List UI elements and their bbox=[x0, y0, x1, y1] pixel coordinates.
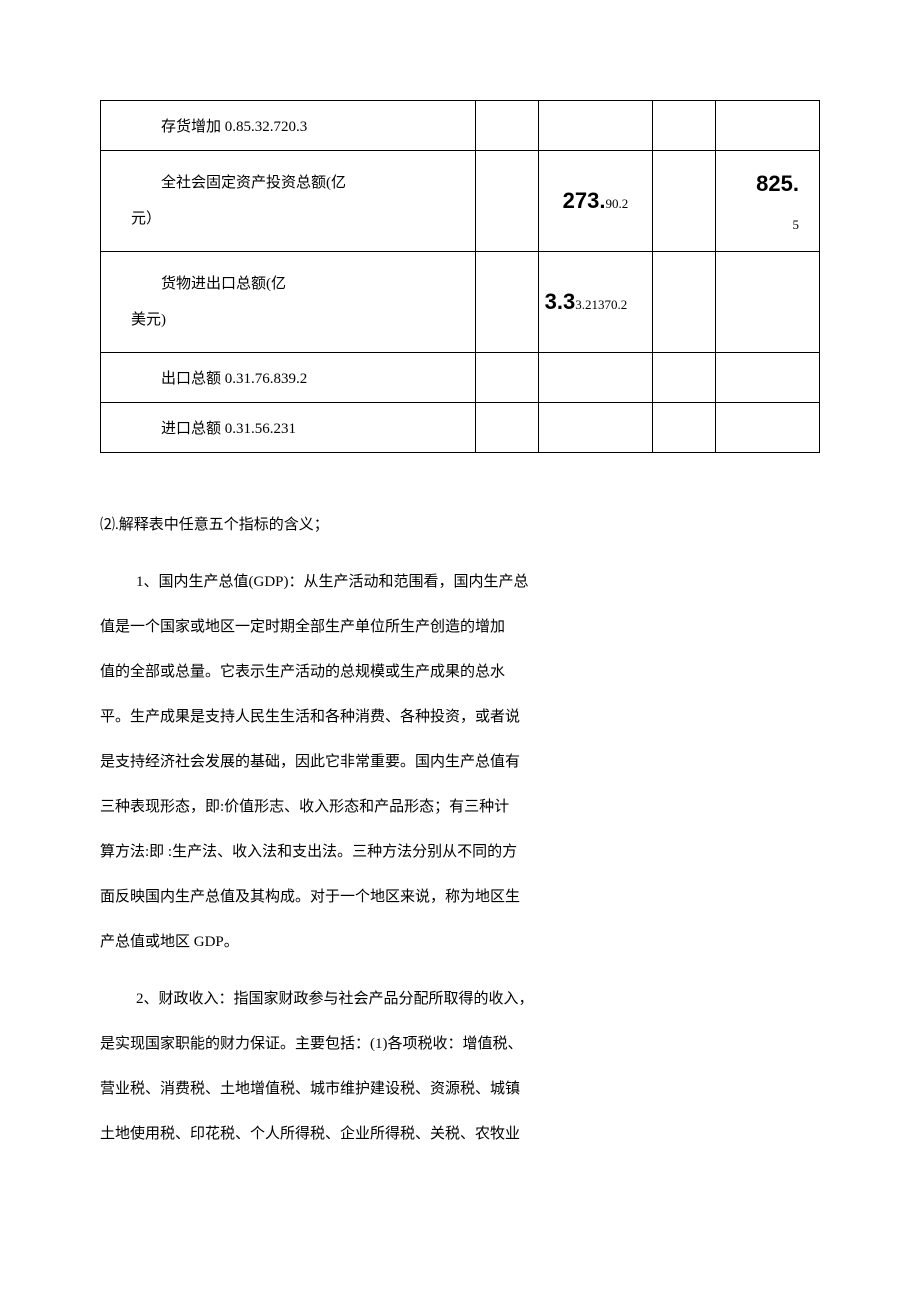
body-line: 面反映国内生产总值及其构成。对于一个地区来说，称为地区生 bbox=[100, 875, 820, 920]
table-row: 存货增加 0.85.32.720.3 bbox=[101, 101, 820, 151]
cell bbox=[476, 403, 539, 453]
cell bbox=[715, 353, 819, 403]
cell: 825. 5 bbox=[715, 151, 819, 252]
body-line: 产总值或地区 GDP。 bbox=[100, 920, 820, 965]
row-label: 货物进出口总额(亿 美元) bbox=[101, 252, 476, 353]
item-title: 2、财政收入：指国家财政参与社会产品分配所取得的收入， bbox=[100, 977, 820, 1022]
cell bbox=[715, 403, 819, 453]
body-line: 是支持经济社会发展的基础，因此它非常重要。国内生产总值有 bbox=[100, 740, 820, 785]
value-small: 5 bbox=[793, 217, 800, 232]
body-line: 平。生产成果是支持人民生生活和各种消费、各种投资，或者说 bbox=[100, 695, 820, 740]
cell bbox=[715, 252, 819, 353]
row-label: 进口总额 0.31.56.231 bbox=[101, 403, 476, 453]
table-row: 进口总额 0.31.56.231 bbox=[101, 403, 820, 453]
cell bbox=[476, 101, 539, 151]
body-line: 算方法:即 :生产法、收入法和支出法。三种方法分别从不同的方 bbox=[100, 830, 820, 875]
cell bbox=[715, 101, 819, 151]
cell bbox=[476, 353, 539, 403]
body-line: 三种表现形态，即:价值形志、收入形态和产品形态；有三种计 bbox=[100, 785, 820, 830]
table-row: 全社会固定资产投资总额(亿 元） 273.90.2 825. 5 bbox=[101, 151, 820, 252]
value-small: 3.21370.2 bbox=[575, 297, 627, 312]
body-text: ⑵.解释表中任意五个指标的含义； 1、国内生产总值(GDP)：从生产活动和范围看… bbox=[100, 503, 820, 1157]
value-big: 3.3 bbox=[545, 289, 576, 314]
cell bbox=[653, 151, 716, 252]
question-heading: ⑵.解释表中任意五个指标的含义； bbox=[100, 503, 820, 548]
label-line: 全社会固定资产投资总额(亿 bbox=[161, 175, 346, 191]
body-line: 土地使用税、印花税、个人所得税、企业所得税、关税、农牧业 bbox=[100, 1112, 820, 1157]
cell: 273.90.2 bbox=[538, 151, 653, 252]
item-title: 1、国内生产总值(GDP)：从生产活动和范围看，国内生产总 bbox=[100, 560, 820, 605]
cell bbox=[653, 403, 716, 453]
value-big: 273. bbox=[563, 188, 606, 213]
body-line: 是实现国家职能的财力保证。主要包括：(1)各项税收：增值税、 bbox=[100, 1022, 820, 1067]
label-line: 美元) bbox=[131, 312, 166, 328]
body-line: 值是一个国家或地区一定时期全部生产单位所生产创造的增加 bbox=[100, 605, 820, 650]
table-row: 货物进出口总额(亿 美元) 3.33.21370.2 bbox=[101, 252, 820, 353]
document-page: 存货增加 0.85.32.720.3 全社会固定资产投资总额(亿 元） 273.… bbox=[0, 0, 920, 1217]
body-line: 值的全部或总量。它表示生产活动的总规模或生产成果的总水 bbox=[100, 650, 820, 695]
cell bbox=[538, 353, 653, 403]
cell bbox=[476, 151, 539, 252]
cell bbox=[653, 101, 716, 151]
cell bbox=[476, 252, 539, 353]
cell bbox=[538, 403, 653, 453]
table-row: 出口总额 0.31.76.839.2 bbox=[101, 353, 820, 403]
value-small: 90.2 bbox=[605, 196, 628, 211]
row-label: 出口总额 0.31.76.839.2 bbox=[101, 353, 476, 403]
cell: 3.33.21370.2 bbox=[538, 252, 653, 353]
label-line: 货物进出口总额(亿 bbox=[161, 276, 286, 292]
label-line: 元） bbox=[131, 211, 161, 227]
cell bbox=[538, 101, 653, 151]
row-label: 存货增加 0.85.32.720.3 bbox=[101, 101, 476, 151]
value-big: 825. bbox=[756, 171, 799, 196]
cell bbox=[653, 252, 716, 353]
cell bbox=[653, 353, 716, 403]
body-line: 营业税、消费税、土地增值税、城市维护建设税、资源税、城镇 bbox=[100, 1067, 820, 1112]
row-label: 全社会固定资产投资总额(亿 元） bbox=[101, 151, 476, 252]
data-table: 存货增加 0.85.32.720.3 全社会固定资产投资总额(亿 元） 273.… bbox=[100, 100, 820, 453]
